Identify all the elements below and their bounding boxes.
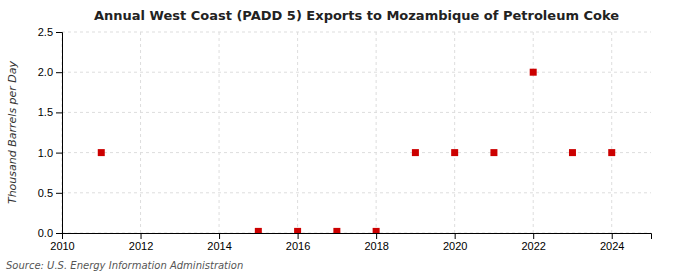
- tick: 2.5: [38, 26, 62, 38]
- grid-line: [62, 72, 651, 73]
- tick-label: 0.5: [38, 187, 53, 199]
- tick-mark: [56, 193, 62, 194]
- point: [451, 149, 458, 156]
- point: [333, 228, 340, 233]
- grid-line: [62, 32, 651, 33]
- tick-mark: [612, 233, 613, 239]
- point: [294, 228, 301, 233]
- tick-label: 2012: [129, 240, 153, 252]
- grid-line: [533, 32, 534, 233]
- grid-line: [611, 32, 612, 233]
- point: [98, 149, 105, 156]
- tick: 1.0: [38, 147, 62, 159]
- tick-mark: [533, 233, 534, 239]
- point: [373, 228, 380, 233]
- tick: 0.0: [38, 227, 62, 239]
- tick-mark: [56, 153, 62, 154]
- point: [490, 149, 497, 156]
- tick: 2014: [207, 233, 231, 252]
- point: [530, 69, 537, 76]
- tick: 2012: [129, 233, 153, 252]
- points: [98, 69, 615, 233]
- tick-label: 2016: [286, 240, 310, 252]
- tick-mark: [219, 233, 220, 239]
- tick-label: 0.0: [38, 227, 53, 239]
- tick-mark: [56, 72, 62, 73]
- grid-line: [219, 32, 220, 233]
- grid: [62, 32, 651, 233]
- title: Annual West Coast (PADD 5) Exports to Mo…: [94, 8, 619, 23]
- tick: 2016: [286, 233, 310, 252]
- axis-line: [56, 33, 63, 234]
- tick-label: 2020: [443, 240, 467, 252]
- tick-label: 2010: [50, 240, 74, 252]
- tick-mark: [455, 233, 456, 239]
- grid-line: [140, 32, 141, 233]
- tick-label: 2024: [600, 240, 624, 252]
- tick: 2024: [600, 233, 624, 252]
- tick-label: 1.5: [38, 106, 53, 118]
- point: [255, 228, 262, 233]
- tick: 2020: [443, 233, 467, 252]
- grid-line: [62, 192, 651, 193]
- tick: 2010: [50, 233, 74, 252]
- point: [608, 149, 615, 156]
- annotation: Source: U.S. Energy Information Administ…: [6, 260, 243, 271]
- tick-mark: [141, 233, 142, 239]
- point: [412, 149, 419, 156]
- grid-line: [62, 152, 651, 153]
- y-axis: 0.0 0.5 1.0 1.5 2.0 2.5: [38, 26, 63, 239]
- tick-mark: [376, 233, 377, 239]
- tick-mark: [56, 32, 62, 33]
- axis-line: [63, 234, 652, 240]
- tick-label: 2.5: [38, 26, 53, 38]
- tick-label: 2022: [521, 240, 545, 252]
- point: [569, 149, 576, 156]
- grid-line: [297, 32, 298, 233]
- grid-line: [62, 112, 651, 113]
- y-axis-title: Thousand Barrels per Day: [6, 60, 19, 204]
- tick: 2.0: [38, 66, 62, 78]
- plot: 2010 2012 2014 2016 2018 2020 2022 2024 0.0 0.5 1.…: [38, 26, 652, 252]
- tick: 2018: [364, 233, 388, 252]
- tick: 2022: [521, 233, 545, 252]
- tick-mark: [56, 233, 62, 234]
- tick-label: 2018: [364, 240, 388, 252]
- grid-line: [454, 32, 455, 233]
- tick-mark: [56, 112, 62, 113]
- tick: 0.5: [38, 187, 62, 199]
- tick-label: 2014: [207, 240, 231, 252]
- tick-label: 1.0: [38, 147, 53, 159]
- chart: 2010 2012 2014 2016 2018 2020 2022 2024 0.0 0.5 1.…: [0, 0, 675, 275]
- tick: 1.5: [38, 106, 62, 118]
- grid-line: [376, 32, 377, 233]
- tick-label: 2.0: [38, 66, 53, 78]
- tick-mark: [298, 233, 299, 239]
- x-axis: 2010 2012 2014 2016 2018 2020 2022 2024: [50, 233, 651, 252]
